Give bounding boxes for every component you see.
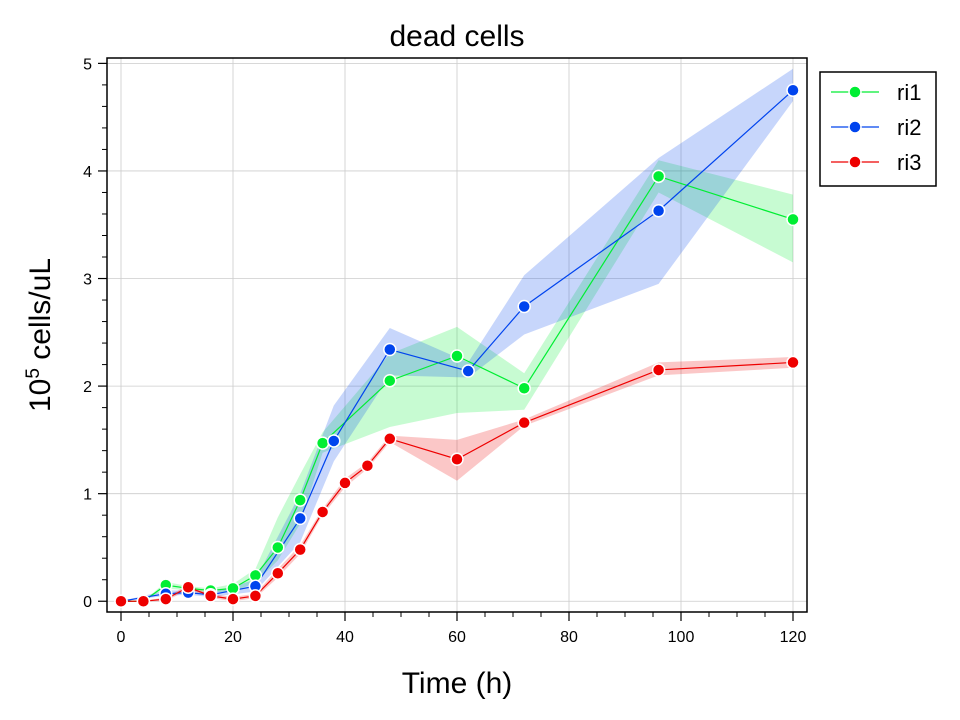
legend-label-ri3: ri3	[897, 150, 921, 175]
ri3-point	[203, 589, 218, 603]
y-tick-label: 1	[83, 487, 92, 504]
ri2-point	[517, 299, 531, 314]
ri2-point	[327, 434, 341, 448]
legend-label-ri1: ri1	[897, 80, 921, 105]
ri3-point	[136, 594, 151, 608]
legend-box	[819, 71, 937, 187]
grid	[107, 58, 807, 612]
ri3-point	[338, 476, 352, 490]
ri3-point	[226, 592, 240, 606]
ri1-point	[383, 373, 397, 388]
confidence-bands	[121, 68, 793, 602]
y-tick-label: 4	[83, 164, 92, 181]
y-tick-label: 5	[83, 56, 92, 73]
ri3-point	[786, 355, 800, 370]
ri3-point	[651, 363, 666, 377]
ri1-point	[271, 540, 285, 555]
ri3-band	[121, 357, 793, 602]
ri2-point	[786, 83, 800, 98]
ri2-point	[293, 511, 307, 526]
x-tick-label: 100	[668, 629, 695, 646]
ri1-point	[450, 349, 464, 363]
y-tick-label: 2	[83, 379, 92, 396]
x-tick-label: 80	[560, 629, 578, 646]
ri1-point	[517, 381, 531, 395]
x-axis-title: Time (h)	[402, 667, 513, 700]
ri3-point	[114, 594, 128, 608]
ri3-point	[383, 432, 397, 446]
x-tick-label: 20	[224, 629, 242, 646]
series-points	[114, 83, 800, 608]
legend-marker-ri2	[848, 120, 862, 134]
y-axis-title-base: 10	[24, 379, 57, 412]
ri1-point	[786, 212, 800, 227]
y-tick-label: 3	[83, 272, 92, 289]
chart-title: dead cells	[389, 20, 524, 53]
x-tick-label: 120	[780, 629, 807, 646]
legend: ri1 ri2 ri3	[819, 71, 937, 187]
ri2-point	[461, 364, 475, 378]
x-tick-label: 60	[448, 629, 466, 646]
y-axis-title-rest: cells/uL	[24, 258, 57, 368]
axis-ticks: 0 20 40 60 80 100 120 0 1 2 3 4 5	[83, 56, 806, 646]
ri3-point	[315, 505, 330, 519]
x-tick-label: 0	[117, 629, 126, 646]
ri3-point	[181, 580, 195, 595]
legend-marker-ri1	[848, 85, 862, 99]
legend-label-ri2: ri2	[897, 115, 921, 140]
legend-marker-ri3	[848, 155, 862, 169]
ri1-band	[121, 160, 793, 602]
x-tick-label: 40	[336, 629, 354, 646]
y-axis-title: 105 cells/uL	[23, 258, 57, 412]
ri3-point	[248, 589, 263, 603]
ri3-point	[293, 542, 307, 557]
ri3-point	[517, 415, 531, 430]
ri3-point	[360, 458, 375, 473]
ri1-point	[651, 169, 666, 184]
y-tick-label: 0	[83, 594, 92, 611]
ri3-point	[450, 452, 464, 466]
ri2-point	[383, 342, 397, 357]
ri3-point	[271, 566, 285, 581]
ri2-band	[121, 68, 793, 602]
y-axis-title-exponent: 5	[23, 368, 44, 379]
ri2-point	[651, 204, 666, 218]
ri1-point	[293, 493, 307, 507]
ri1-point	[315, 436, 330, 450]
ri3-point	[159, 592, 173, 606]
